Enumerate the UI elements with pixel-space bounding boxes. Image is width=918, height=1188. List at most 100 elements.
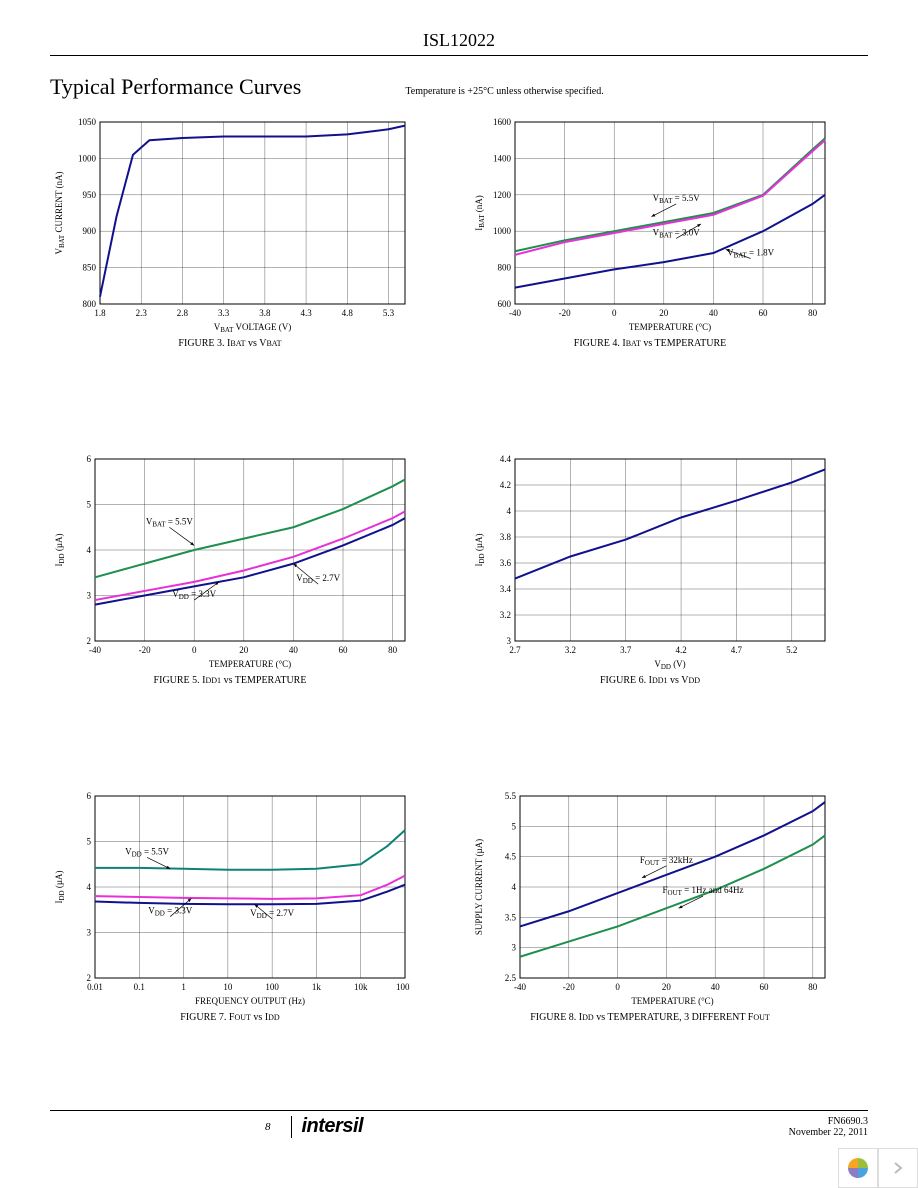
svg-text:-40: -40 (509, 308, 521, 318)
svg-text:0.01: 0.01 (87, 982, 103, 992)
svg-text:850: 850 (83, 263, 97, 273)
svg-text:5.5: 5.5 (505, 791, 517, 801)
svg-text:2: 2 (87, 636, 92, 646)
svg-text:4.2: 4.2 (500, 480, 511, 490)
svg-text:5: 5 (87, 500, 92, 510)
svg-text:VBAT = 3.0V: VBAT = 3.0V (653, 227, 701, 239)
svg-text:2.8: 2.8 (177, 308, 189, 318)
svg-text:VDD = 2.7V: VDD = 2.7V (250, 908, 294, 920)
svg-text:1.8: 1.8 (94, 308, 106, 318)
svg-text:6: 6 (87, 454, 92, 464)
svg-text:1400: 1400 (493, 153, 512, 163)
svg-text:3.2: 3.2 (565, 645, 576, 655)
header-title: ISL12022 (50, 30, 868, 51)
svg-text:1k: 1k (312, 982, 322, 992)
intersil-logo: intersil (302, 1115, 364, 1138)
svg-text:600: 600 (498, 299, 512, 309)
svg-text:4.5: 4.5 (505, 852, 517, 862)
svg-text:-20: -20 (563, 982, 575, 992)
svg-text:4.4: 4.4 (500, 454, 512, 464)
app-icon[interactable] (838, 1148, 878, 1188)
svg-text:6: 6 (87, 791, 92, 801)
figure-5: -40-2002040608023456VBAT = 5.5VVDD = 3.3… (50, 449, 410, 686)
svg-text:IDD (µA): IDD (µA) (54, 533, 66, 566)
svg-text:3: 3 (507, 636, 512, 646)
svg-text:VDD = 5.5V: VDD = 5.5V (125, 846, 169, 858)
svg-text:0.1: 0.1 (134, 982, 145, 992)
figure-8: -40-200204060802.533.544.555.5FOUT = 32k… (470, 786, 830, 1023)
svg-text:VDD = 3.3V: VDD = 3.3V (172, 589, 216, 601)
svg-text:2.5: 2.5 (505, 973, 517, 983)
svg-text:1600: 1600 (493, 117, 512, 127)
svg-text:0: 0 (192, 645, 197, 655)
svg-text:3: 3 (87, 928, 92, 938)
svg-text:60: 60 (759, 308, 769, 318)
svg-text:1050: 1050 (78, 117, 97, 127)
svg-text:2.3: 2.3 (136, 308, 148, 318)
figure-7: 0.010.11101001k10k100k23456VDD = 5.5VVDD… (50, 786, 410, 1023)
svg-text:TEMPERATURE (°C): TEMPERATURE (°C) (631, 996, 713, 1006)
svg-text:10k: 10k (354, 982, 368, 992)
svg-text:4: 4 (507, 506, 512, 516)
svg-text:-40: -40 (89, 645, 101, 655)
svg-text:-20: -20 (559, 308, 571, 318)
svg-text:TEMPERATURE (°C): TEMPERATURE (°C) (629, 322, 711, 332)
svg-text:1000: 1000 (493, 226, 512, 236)
svg-text:60: 60 (760, 982, 770, 992)
footer-rule (50, 1110, 868, 1111)
svg-text:60: 60 (339, 645, 349, 655)
svg-text:IBAT (nA): IBAT (nA) (474, 195, 486, 230)
svg-text:80: 80 (808, 308, 818, 318)
svg-text:20: 20 (662, 982, 672, 992)
svg-text:VBAT CURRENT (nA): VBAT CURRENT (nA) (54, 171, 66, 254)
section-title: Typical Performance Curves (50, 74, 301, 100)
svg-text:SUPPLY CURRENT (µA): SUPPLY CURRENT (µA) (474, 839, 484, 935)
svg-text:1: 1 (181, 982, 186, 992)
svg-text:TEMPERATURE (°C): TEMPERATURE (°C) (209, 659, 291, 669)
svg-text:100k: 100k (396, 982, 410, 992)
svg-text:3: 3 (87, 591, 92, 601)
svg-text:5: 5 (87, 837, 92, 847)
svg-text:900: 900 (83, 226, 97, 236)
footer: 8 intersil FN6690.3 November 22, 2011 (50, 1110, 868, 1138)
svg-text:950: 950 (83, 190, 97, 200)
doc-ref: FN6690.3 (828, 1116, 868, 1127)
svg-text:-40: -40 (514, 982, 526, 992)
svg-text:800: 800 (498, 263, 512, 273)
svg-text:1000: 1000 (78, 153, 97, 163)
svg-text:VBAT = 1.8V: VBAT = 1.8V (727, 248, 775, 260)
svg-text:VDD (V): VDD (V) (654, 659, 685, 669)
svg-text:3.8: 3.8 (259, 308, 271, 318)
charts-grid: 1.82.32.83.33.84.34.85.38008509009501000… (50, 112, 868, 1023)
svg-text:5.2: 5.2 (786, 645, 797, 655)
svg-text:3.6: 3.6 (500, 558, 512, 568)
svg-text:VDD = 2.7V: VDD = 2.7V (296, 573, 340, 585)
svg-text:2.7: 2.7 (509, 645, 521, 655)
svg-text:4: 4 (512, 882, 517, 892)
svg-text:2: 2 (87, 973, 92, 983)
svg-text:80: 80 (808, 982, 818, 992)
svg-text:4: 4 (87, 545, 92, 555)
svg-text:1200: 1200 (493, 190, 512, 200)
next-page-button[interactable] (878, 1148, 918, 1188)
svg-text:VBAT VOLTAGE (V): VBAT VOLTAGE (V) (214, 322, 292, 332)
svg-text:80: 80 (388, 645, 398, 655)
svg-text:3.4: 3.4 (500, 584, 512, 594)
header-rule (50, 55, 868, 56)
section-heading: Typical Performance Curves Temperature i… (50, 74, 868, 100)
section-note: Temperature is +25°C unless otherwise sp… (405, 86, 603, 97)
svg-text:-20: -20 (139, 645, 151, 655)
svg-text:4.2: 4.2 (675, 645, 686, 655)
figure-6: 2.73.23.74.24.75.233.23.43.63.844.24.4VD… (470, 449, 830, 686)
svg-text:3.5: 3.5 (505, 912, 517, 922)
svg-text:3.2: 3.2 (500, 610, 511, 620)
svg-text:5: 5 (512, 821, 517, 831)
svg-text:0: 0 (615, 982, 620, 992)
svg-text:40: 40 (289, 645, 299, 655)
figure-4: -40-200204060806008001000120014001600VBA… (470, 112, 830, 349)
svg-text:4: 4 (87, 882, 92, 892)
svg-text:100: 100 (265, 982, 279, 992)
svg-text:4.3: 4.3 (300, 308, 312, 318)
page-number: 8 (265, 1121, 271, 1133)
svg-text:3.8: 3.8 (500, 532, 512, 542)
